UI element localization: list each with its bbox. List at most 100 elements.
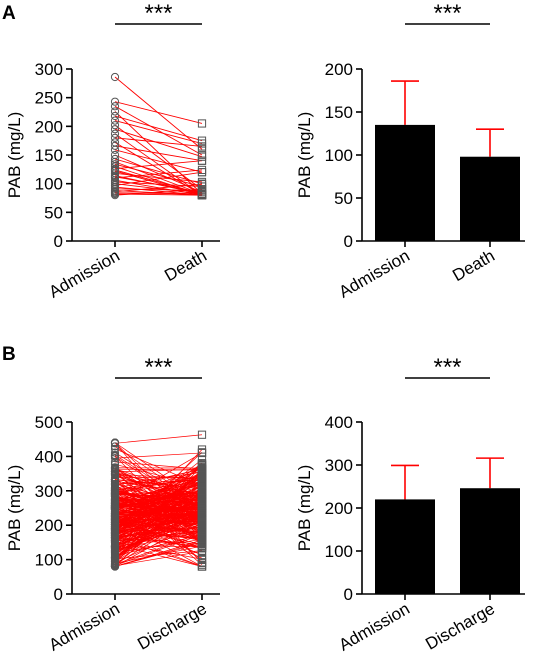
pair-line [114, 158, 203, 185]
x-category-label: Admission [46, 599, 123, 655]
pair-line [114, 192, 203, 195]
admission-marker [110, 439, 120, 448]
admission-marker [110, 544, 120, 554]
y-tick-label: 500 [35, 413, 63, 432]
pair-line [114, 163, 203, 187]
second-marker [197, 156, 207, 165]
significance-label: *** [433, 0, 461, 27]
admission-marker [110, 491, 120, 500]
admission-marker [110, 116, 120, 125]
admission-marker [110, 501, 120, 510]
significance-label: *** [144, 0, 172, 27]
admission-marker [110, 514, 120, 523]
admission-marker [110, 442, 120, 451]
second-marker [197, 445, 207, 454]
pair-line [114, 468, 203, 471]
second-marker [197, 474, 207, 483]
pair-line [114, 449, 203, 543]
admission-marker [110, 532, 120, 541]
pair-line [114, 511, 203, 527]
admission-marker [110, 191, 120, 200]
pair-line [114, 452, 203, 534]
pair-line [114, 172, 203, 183]
pair-line [114, 470, 203, 496]
y-tick-label: 300 [325, 456, 353, 475]
y-axis-title: PAB (mg/L) [295, 465, 314, 552]
x-category-label: Death [161, 246, 210, 285]
pair-line [114, 469, 203, 564]
pair-line [114, 504, 203, 515]
y-tick-label: 0 [54, 232, 63, 251]
second-marker [197, 480, 207, 490]
y-tick-label: 100 [325, 146, 353, 165]
pair-line [114, 76, 203, 150]
admission-marker [110, 172, 120, 181]
y-tick-label: 200 [325, 499, 353, 518]
pair-line [114, 519, 203, 567]
second-marker [197, 180, 207, 189]
y-tick-label: 100 [325, 542, 353, 561]
pair-line [114, 128, 203, 158]
pair-line [114, 533, 203, 549]
pair-line [114, 480, 203, 495]
y-tick-label: 300 [35, 60, 63, 79]
pair-line [114, 190, 203, 196]
y-axis-title: PAB (mg/L) [295, 112, 314, 199]
pair-line [114, 176, 203, 193]
pair-line [114, 467, 203, 516]
admission-marker [110, 448, 120, 457]
second-marker [197, 430, 207, 439]
x-category-label: Death [449, 246, 498, 285]
y-tick-label: 150 [325, 103, 353, 122]
bar [460, 488, 520, 594]
pair-line [114, 149, 203, 173]
pair-line [114, 472, 203, 507]
pair-line [114, 183, 203, 193]
admission-marker [110, 548, 120, 557]
pair-line [114, 544, 203, 567]
admission-marker [110, 145, 120, 154]
admission-marker [110, 133, 120, 142]
pair-line [114, 537, 203, 567]
second-marker [197, 486, 207, 495]
second-marker [197, 142, 207, 151]
x-category-label: Discharge [134, 599, 210, 654]
admission-marker [110, 102, 120, 111]
pair-line [114, 448, 203, 486]
pair-line [114, 490, 203, 566]
pair-line [114, 537, 203, 547]
pair-line [114, 463, 203, 553]
pair-line [114, 434, 203, 444]
pair-line [114, 145, 203, 162]
paired-chart-admission-death: *** 0 50 100 150 200 250 300 Admission Death PAB (… [5, 0, 220, 302]
admission-marker [110, 121, 120, 130]
admission-marker [110, 141, 120, 150]
admission-marker [110, 561, 120, 570]
y-tick-label: 400 [325, 413, 353, 432]
second-marker [197, 469, 207, 479]
y-axis-title: PAB (mg/L) [5, 112, 24, 199]
pair-line [114, 474, 203, 507]
pair-line [114, 468, 203, 562]
pair-line [114, 452, 203, 459]
admission-marker [110, 111, 120, 121]
second-marker [197, 465, 207, 474]
y-tick-label: 250 [35, 89, 63, 108]
pair-line [114, 539, 203, 567]
pair-line [114, 538, 203, 554]
admission-marker [110, 522, 120, 531]
y-tick-label: 300 [35, 482, 63, 501]
admission-marker [110, 469, 120, 478]
pair-line [114, 530, 203, 542]
y-tick-label: 200 [35, 516, 63, 535]
pair-line [114, 171, 203, 186]
y-tick-label: 150 [35, 146, 63, 165]
pair-line [114, 101, 203, 124]
y-tick-label: 0 [344, 232, 353, 251]
bar [375, 499, 435, 594]
y-tick-label: 400 [35, 447, 63, 466]
paired-chart-admission-discharge: *** 0 100 200 300 400 500 Admission Discharge PAB… [5, 354, 220, 655]
pair-line [114, 516, 203, 525]
admission-marker [110, 454, 120, 463]
